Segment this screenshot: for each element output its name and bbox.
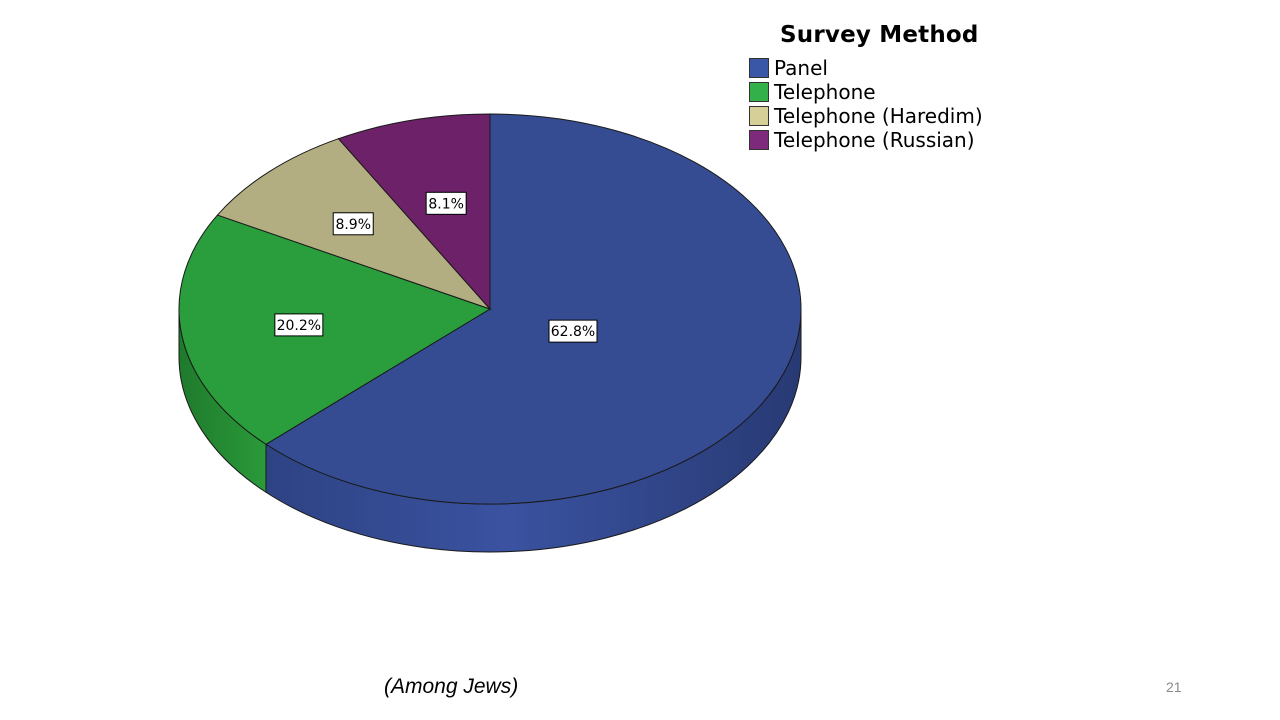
data-label-text: 62.8%: [551, 324, 595, 340]
pie-slice-telephone-russian: [337, 113, 491, 311]
legend-label-telephone-russian: Telephone (Russian): [774, 128, 975, 152]
data-label-box: [332, 212, 374, 236]
data-label-telephone-russian: 8.1%: [425, 191, 467, 215]
legend-label-telephone: Telephone: [774, 80, 876, 104]
pie-labels: 62.8% 20.2% 8.9% 8.1%: [274, 191, 598, 343]
pie-slice-telephone: [178, 214, 492, 445]
data-label-telephone-haredim: 8.9%: [332, 212, 374, 236]
legend-item-telephone-russian: Telephone (Russian): [749, 128, 983, 152]
legend-item-telephone-haredim: Telephone (Haredim): [749, 104, 983, 128]
legend-swatch-telephone-haredim: [749, 106, 769, 126]
data-label-text: 8.1%: [428, 196, 464, 212]
data-label-text: 20.2%: [277, 318, 321, 334]
legend-label-telephone-haredim: Telephone (Haredim): [774, 104, 983, 128]
data-label-box: [274, 313, 324, 337]
legend-label-panel: Panel: [774, 56, 828, 80]
data-label-text: 8.9%: [335, 217, 371, 233]
data-label-panel: 62.8%: [548, 319, 598, 343]
data-label-telephone: 20.2%: [274, 313, 324, 337]
data-label-box: [425, 191, 467, 215]
data-label-box: [548, 319, 598, 343]
page-number: 21: [1166, 679, 1182, 695]
legend-swatch-panel: [749, 58, 769, 78]
legend-item-telephone: Telephone: [749, 80, 983, 104]
legend-title: Survey Method: [780, 22, 979, 48]
pie-top: [178, 113, 802, 505]
legend: Panel Telephone Telephone (Haredim) Tele…: [749, 56, 983, 152]
footer-note: (Among Jews): [384, 675, 519, 698]
legend-swatch-telephone-russian: [749, 130, 769, 150]
legend-item-panel: Panel: [749, 56, 983, 80]
pie-slice-panel: [265, 113, 802, 505]
legend-swatch-telephone: [749, 82, 769, 102]
